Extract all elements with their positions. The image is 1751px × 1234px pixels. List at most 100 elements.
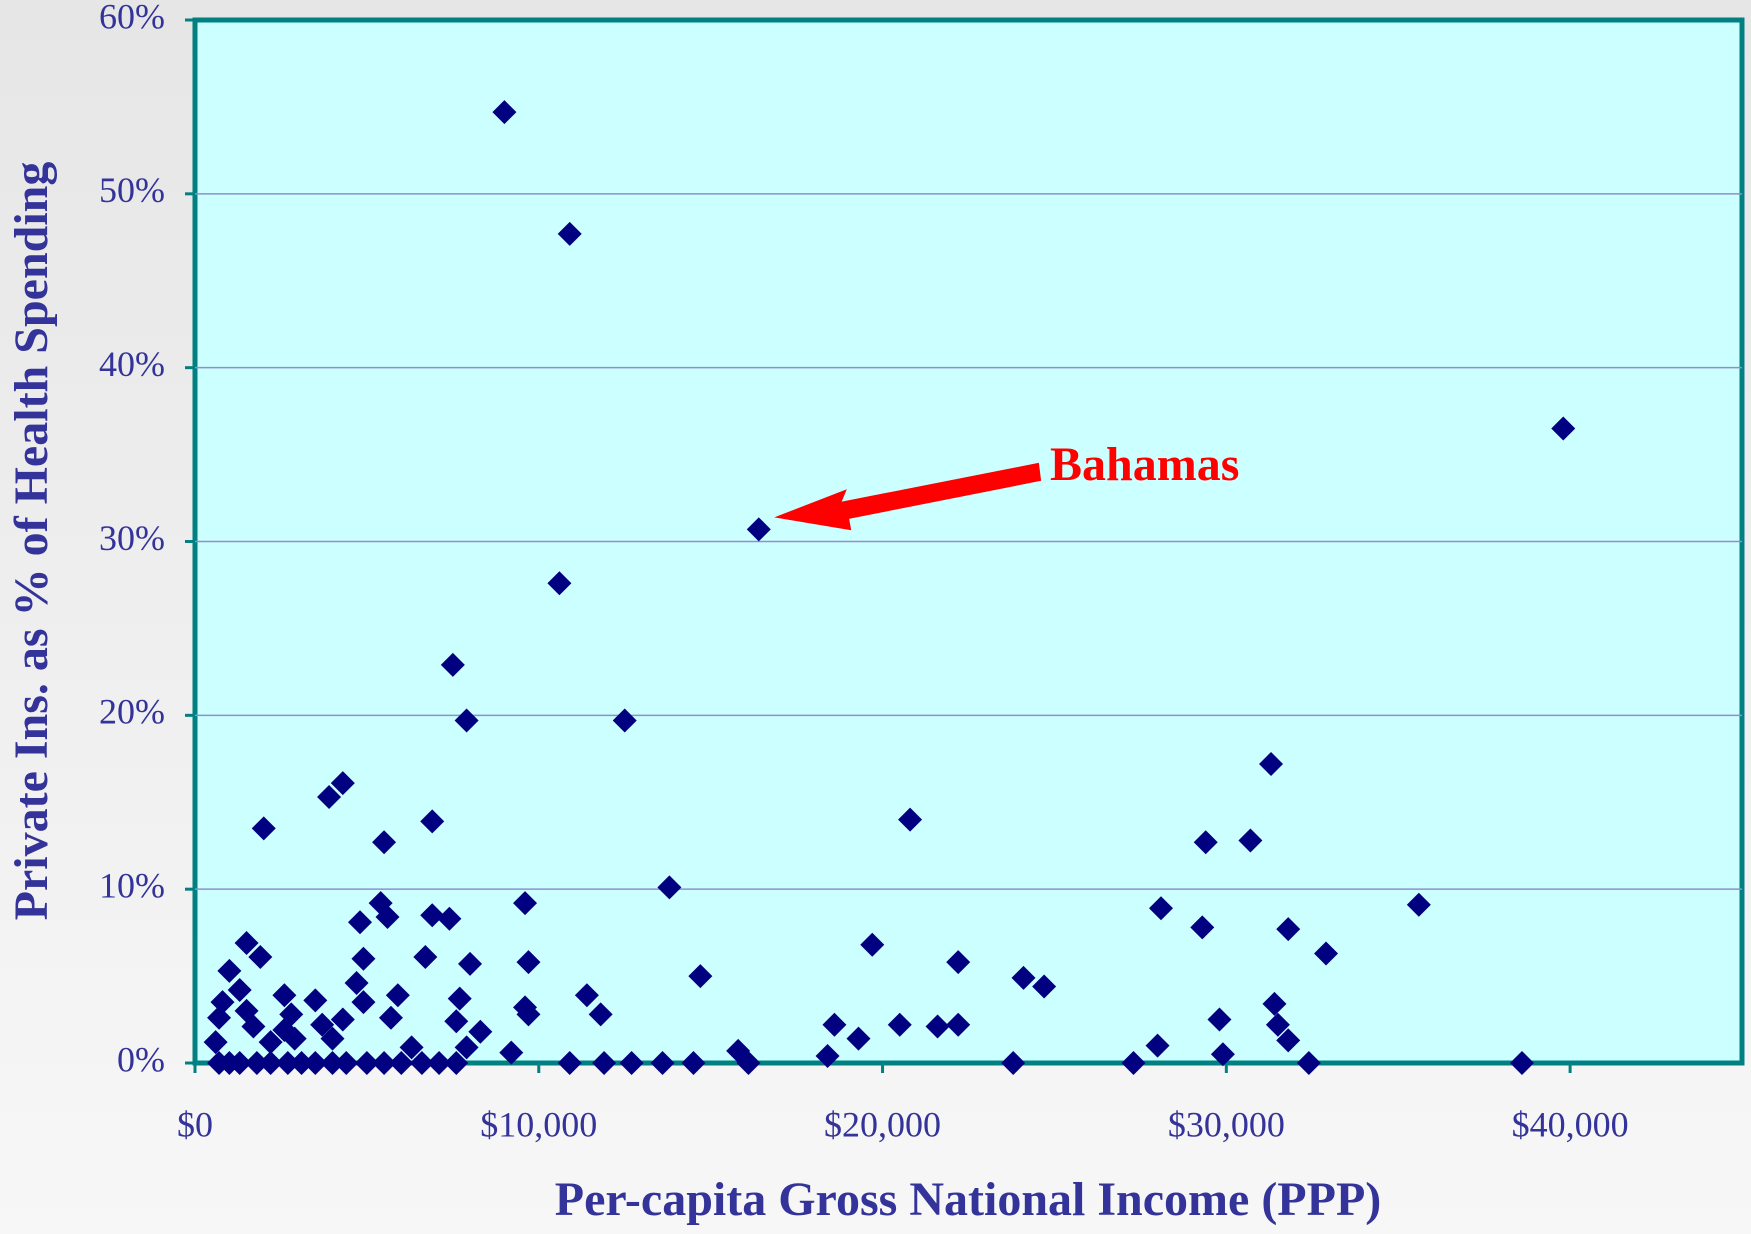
x-tick-label: $20,000: [824, 1104, 941, 1144]
point: [289, 1051, 314, 1075]
point: [815, 1044, 840, 1069]
point: [258, 1030, 283, 1055]
annotation-arrow: [774, 462, 1042, 531]
point: [1262, 991, 1287, 1016]
point: [946, 1012, 971, 1037]
point: [351, 990, 376, 1015]
y-tick-label: 40%: [99, 344, 165, 384]
point: [1032, 974, 1057, 999]
point: [372, 1051, 397, 1075]
point: [1314, 941, 1339, 966]
point: [1265, 1012, 1290, 1037]
point: [1551, 416, 1576, 441]
point: [440, 652, 465, 677]
point: [303, 1051, 328, 1075]
point: [389, 1051, 414, 1075]
point: [375, 904, 400, 929]
point: [588, 1002, 613, 1027]
point: [736, 1051, 761, 1075]
point: [557, 221, 582, 246]
point: [272, 983, 297, 1008]
point: [468, 1019, 493, 1044]
point: [746, 517, 771, 542]
point: [898, 807, 923, 832]
point: [1011, 965, 1036, 990]
point: [234, 931, 259, 956]
point: [330, 771, 355, 796]
point: [447, 986, 472, 1011]
point: [547, 571, 572, 596]
point: [234, 998, 259, 1023]
point: [592, 1051, 617, 1075]
point: [207, 1005, 232, 1030]
point: [657, 875, 682, 900]
x-tick-label: $10,000: [480, 1104, 597, 1144]
point: [244, 1051, 269, 1075]
point: [372, 830, 397, 855]
point: [650, 1051, 675, 1075]
point: [378, 1005, 403, 1030]
point: [227, 1051, 252, 1075]
point: [427, 1051, 452, 1075]
point: [688, 964, 713, 989]
y-tick-label: 20%: [99, 692, 165, 732]
x-tick-label: $40,000: [1512, 1104, 1629, 1144]
point: [1406, 892, 1431, 917]
point: [516, 950, 541, 975]
point: [1210, 1042, 1235, 1067]
point: [1276, 1028, 1301, 1053]
point: [303, 988, 328, 1013]
point: [1145, 1033, 1170, 1058]
point: [619, 1051, 644, 1075]
point: [420, 809, 445, 834]
point: [420, 903, 445, 928]
point: [454, 1035, 479, 1060]
point: [399, 1035, 424, 1060]
y-tick-label: 0%: [117, 1039, 165, 1079]
y-tick-label: 50%: [99, 170, 165, 210]
point: [1238, 828, 1263, 853]
point: [574, 983, 599, 1008]
point: [227, 977, 252, 1002]
point: [925, 1014, 950, 1039]
point: [217, 958, 242, 983]
point: [310, 1012, 335, 1037]
point: [258, 1051, 283, 1075]
point: [1001, 1051, 1026, 1075]
point: [251, 816, 276, 841]
point: [1259, 752, 1284, 777]
point: [1296, 1051, 1321, 1075]
point: [458, 951, 483, 976]
point: [320, 1026, 345, 1051]
annotation: Bahamas: [1050, 438, 1239, 491]
point: [248, 944, 273, 969]
point: [846, 1026, 871, 1051]
x-axis-label: Per-capita Gross National Income (PPP): [555, 1173, 1382, 1226]
point: [1193, 830, 1218, 855]
point: [1121, 1051, 1146, 1075]
point: [409, 1051, 434, 1075]
point: [1149, 896, 1174, 921]
point: [344, 971, 369, 996]
point: [612, 708, 637, 733]
y-tick-label: 30%: [99, 518, 165, 558]
point: [203, 1030, 228, 1055]
point: [437, 906, 462, 931]
point: [513, 891, 538, 916]
point: [946, 950, 971, 975]
point: [354, 1051, 379, 1075]
point: [444, 1051, 469, 1075]
point: [1190, 915, 1215, 940]
point: [516, 1002, 541, 1027]
point: [241, 1014, 266, 1039]
point: [1276, 917, 1301, 942]
point: [499, 1040, 524, 1065]
point: [1509, 1051, 1534, 1075]
point: [330, 1007, 355, 1032]
point: [887, 1012, 912, 1037]
point: [351, 946, 376, 971]
point: [454, 708, 479, 733]
point: [822, 1012, 847, 1037]
